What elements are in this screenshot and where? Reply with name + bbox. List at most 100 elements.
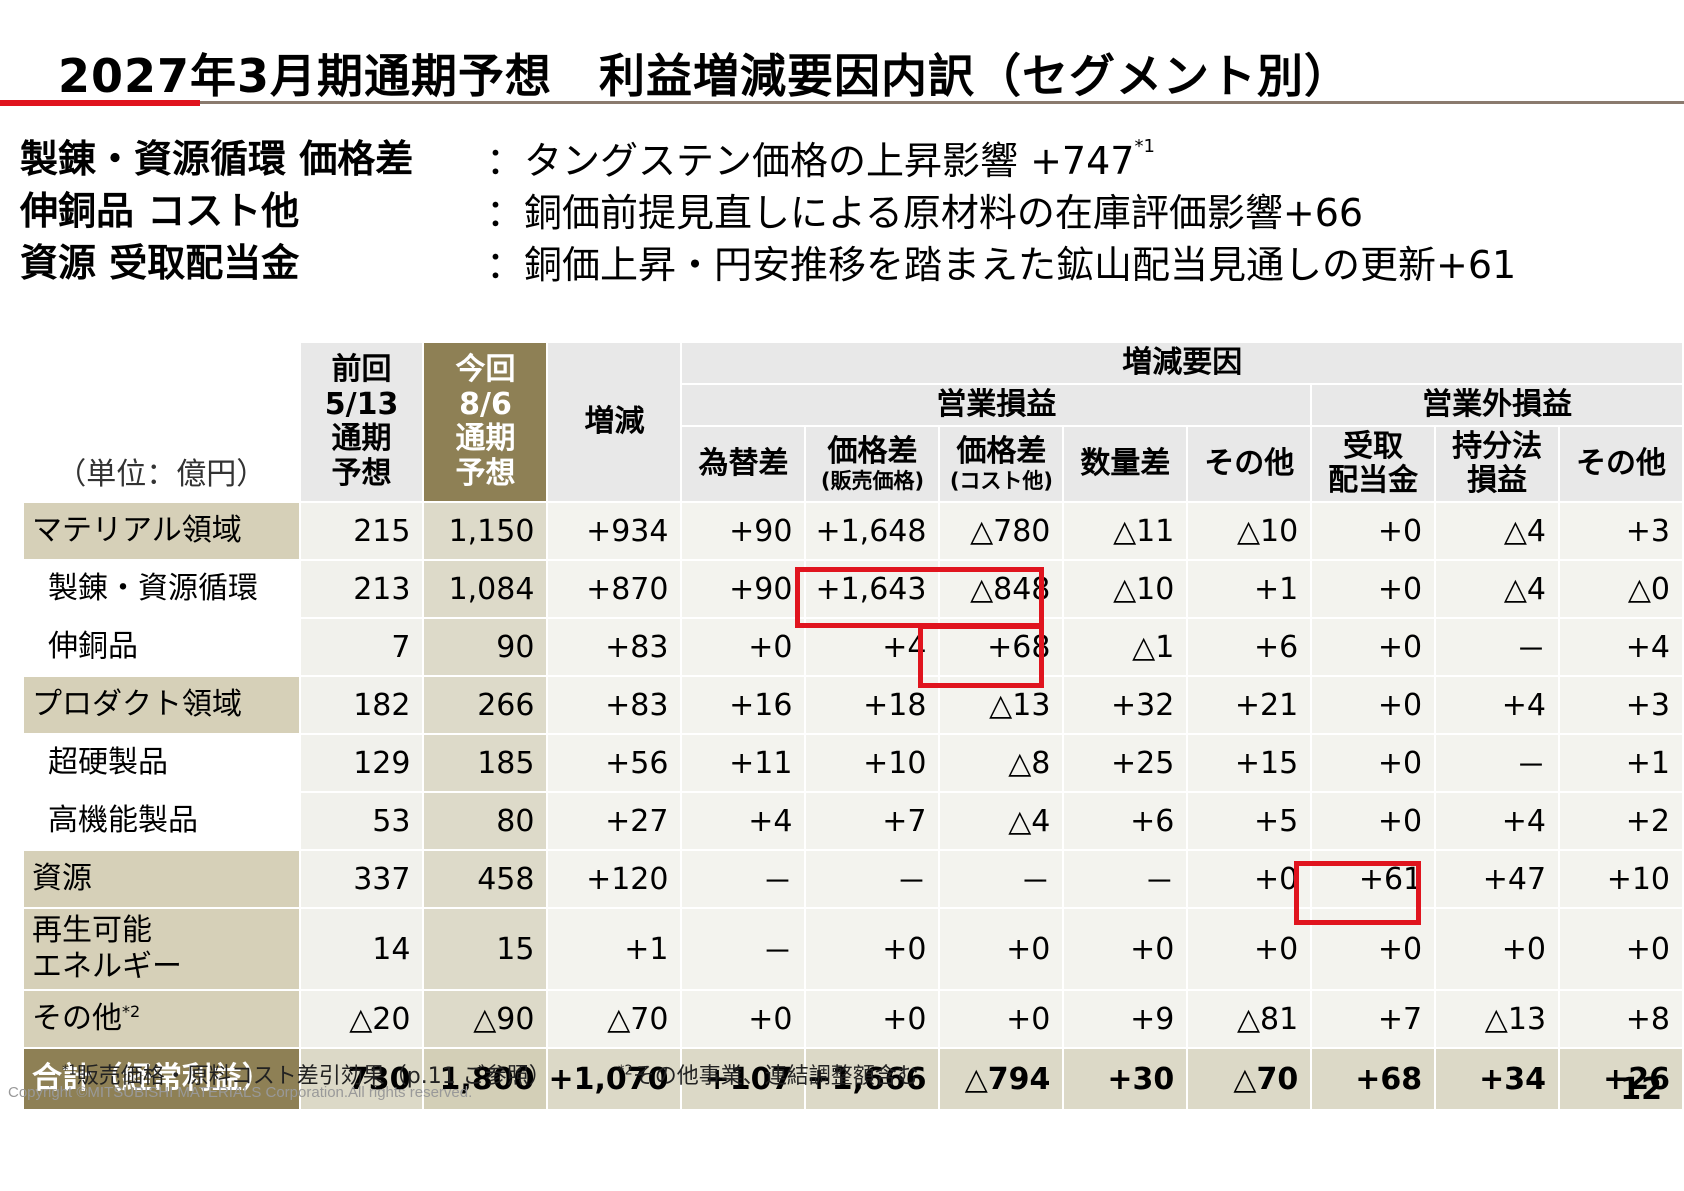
table-cell: 129	[298, 733, 425, 793]
table-cell: +120	[546, 849, 683, 909]
total-row: 合計（経常利益） 730 1,800 +1,070 +107 +1,666 △794 +30 △…	[22, 1047, 1684, 1111]
table-cell: +0	[1310, 559, 1437, 619]
table-cell: +25	[1062, 733, 1189, 793]
highlight-label: 製錬・資源循環 価格差	[20, 137, 414, 181]
col-header-price-sales: 価格差 (販売価格)	[804, 425, 941, 503]
table-cell: 730	[298, 1047, 425, 1111]
table-cell: +5	[1186, 791, 1313, 851]
table-cell: +10	[1558, 849, 1684, 909]
table-cell: △780	[938, 501, 1065, 561]
table-cell: +90	[680, 559, 807, 619]
col-header-other-nonop: その他	[1558, 425, 1684, 503]
table-cell: +8	[1558, 989, 1684, 1049]
table-cell: +16	[680, 675, 807, 735]
table-row: プロダクト領域 182 266 +83 +16 +18 △13 +32 +21 +0 +4 +3	[22, 675, 1684, 735]
table-cell: △81	[1186, 989, 1313, 1049]
table-cell: +11	[680, 733, 807, 793]
col-header-previous: 前回 5/13 通期 予想	[298, 341, 425, 503]
table-cell: +0	[1434, 907, 1561, 991]
table-cell: △1	[1062, 617, 1189, 677]
title-accent-bar	[0, 100, 200, 106]
col-header-volume: 数量差	[1062, 425, 1189, 503]
row-label: 高機能製品	[22, 791, 301, 851]
table-cell: +9	[1062, 989, 1189, 1049]
table-cell: 215	[298, 501, 425, 561]
footnote-1: *1販売価格・原料コスト差引効果（p.11 ご参照）	[62, 1063, 551, 1089]
table-cell: +0	[1186, 849, 1313, 909]
table-cell: +7	[804, 791, 941, 851]
table-cell: +0	[1186, 907, 1313, 991]
row-label: 再生可能 エネルギー	[22, 907, 301, 991]
row-label: 資源	[22, 849, 301, 909]
table-cell: －	[804, 849, 941, 909]
table-cell: －	[680, 849, 807, 909]
highlight-text: ：銅価前提見直しによる原材料の在庫評価影響+66	[486, 191, 1364, 235]
table-cell: +1,070	[546, 1047, 683, 1111]
table-cell: －	[1434, 733, 1561, 793]
footnote-2: *2その他事業、連結調整額含む	[618, 1063, 919, 1089]
table-cell: +0	[1310, 733, 1437, 793]
table-cell: 7	[298, 617, 425, 677]
title-underline	[0, 101, 1684, 104]
table-row: 資源 337 458 +120 －－－－ +0 +61 +47 +10	[22, 849, 1684, 909]
highlight-box-resource-dividend	[1294, 861, 1421, 925]
table-cell: +3	[1558, 675, 1684, 735]
col-header-equity-method: 持分法 損益	[1434, 425, 1561, 503]
table-cell: +4	[680, 791, 807, 851]
table-cell: 90	[422, 617, 549, 677]
col-header-current: 今回 8/6 通期 予想	[422, 341, 549, 503]
copyright: Copyright ©MITSUBISHI MATERIALS Corporat…	[8, 1084, 473, 1101]
table-cell: +90	[680, 501, 807, 561]
page-title: 2027年3月期通期予想 利益増減要因内訳（セグメント別）	[58, 49, 1352, 103]
table-cell: +0	[804, 989, 941, 1049]
table-row: 高機能製品 53 80 +27 +4 +7 △4 +6 +5 +0 +4 +2	[22, 791, 1684, 851]
table-row: その他*2 △20 △90 △70 +0 +0 +0 +9 △81 +7 △13 +8	[22, 989, 1684, 1049]
col-header-factors: 増減要因	[680, 341, 1684, 385]
table-cell: △0	[1558, 559, 1684, 619]
table-cell: +10	[804, 733, 941, 793]
table-cell: △10	[1062, 559, 1189, 619]
table-cell: +2	[1558, 791, 1684, 851]
col-header-dividends: 受取 配当金	[1310, 425, 1437, 503]
row-label: その他*2	[22, 989, 301, 1049]
table-cell: +83	[546, 617, 683, 677]
col-header-non-operating: 営業外損益	[1310, 383, 1684, 427]
table-cell: 53	[298, 791, 425, 851]
table-cell: +0	[1310, 675, 1437, 735]
row-label: 製錬・資源循環	[22, 559, 301, 619]
table-cell: +4	[1434, 791, 1561, 851]
table-cell: △20	[298, 989, 425, 1049]
highlight-box-smelting-price	[795, 567, 1044, 628]
table-cell: 266	[422, 675, 549, 735]
table-cell: +3	[1558, 501, 1684, 561]
table-cell: +0	[1310, 791, 1437, 851]
table-cell: +1	[1186, 559, 1313, 619]
table-cell: +30	[1062, 1047, 1189, 1111]
highlight-text: ：銅価上昇・円安推移を踏まえた鉱山配当見通しの更新+61	[486, 243, 1517, 287]
table-cell: +0	[680, 617, 807, 677]
table-cell: 182	[298, 675, 425, 735]
table-cell: △4	[1434, 501, 1561, 561]
highlight-label: 資源 受取配当金	[20, 241, 300, 285]
table-cell: +7	[1310, 989, 1437, 1049]
highlight-label: 伸銅品 コスト他	[20, 189, 300, 233]
table-cell: +27	[546, 791, 683, 851]
table-cell: +0	[938, 989, 1065, 1049]
row-label: プロダクト領域	[22, 675, 301, 735]
table-cell: 1,800	[422, 1047, 549, 1111]
table-cell: +4	[1558, 617, 1684, 677]
table-cell: －	[938, 849, 1065, 909]
table-cell: +1	[1558, 733, 1684, 793]
table-cell: △11	[1062, 501, 1189, 561]
table-row: 再生可能 エネルギー 14 15 +1 － +0 +0 +0 +0 +0 +0 +0	[22, 907, 1684, 991]
table-cell: －	[1434, 617, 1561, 677]
table-cell: △10	[1186, 501, 1313, 561]
table-cell: △70	[1186, 1047, 1313, 1111]
page-number: 12	[1620, 1072, 1662, 1107]
col-header-fx: 為替差	[680, 425, 807, 503]
row-label: 超硬製品	[22, 733, 301, 793]
table-cell: +4	[1434, 675, 1561, 735]
highlight-text: ：タングステン価格の上昇影響 +747*1	[486, 136, 1155, 183]
table-cell: +1,666	[804, 1047, 941, 1111]
col-header-price-cost: 価格差 (コスト他)	[938, 425, 1065, 503]
